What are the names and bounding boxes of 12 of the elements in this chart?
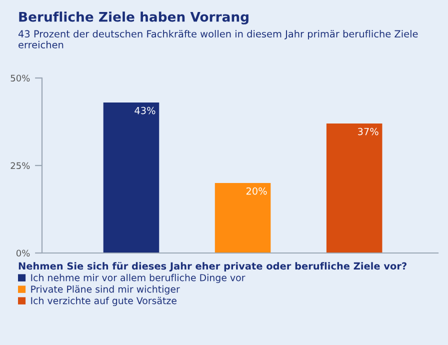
y-tick-label: 0% — [16, 250, 30, 257]
y-tick-label: 25% — [10, 162, 30, 170]
chart-title: Berufliche Ziele haben Vorrang — [19, 12, 248, 24]
data-label: 43% — [134, 106, 156, 114]
y-tick-label: 50% — [10, 74, 30, 82]
data-label: 20% — [246, 187, 267, 195]
legend-label: Ich verzichte auf gute Vorsätze — [31, 296, 176, 306]
legend-label: Private Pläne sind mir wichtiger — [31, 285, 180, 295]
legend-label: Ich nehme mir vor allem berufliche Dinge vor — [31, 274, 246, 284]
chart-subtitle: 43 Prozent der deutschen Fachkräfte wollen in diesem Jahr primär berufliche Ziele erreichen — [18, 30, 418, 48]
data-label: 37% — [358, 128, 378, 136]
legend-title: Nehmen Sie sich für dieses Jahr eher private oder berufliche Ziele vor? — [18, 262, 406, 272]
